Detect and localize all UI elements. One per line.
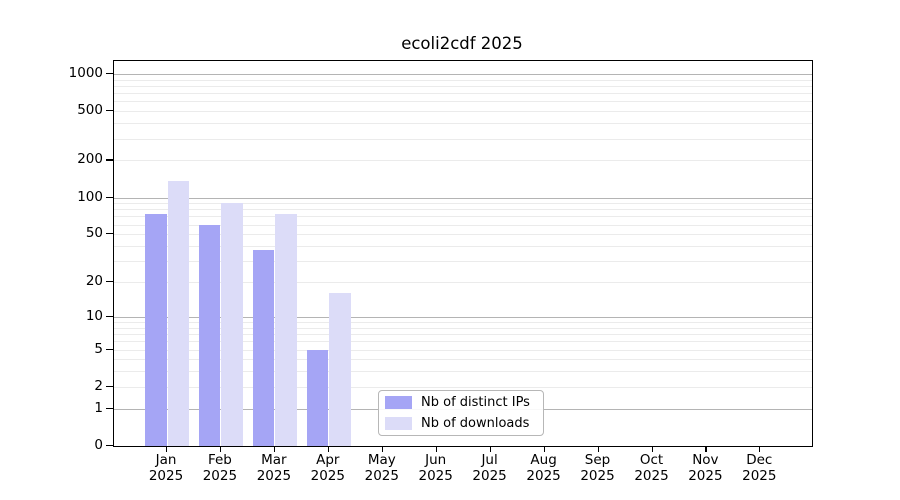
bar-distinct-ips-feb bbox=[198, 224, 221, 446]
major-gridline-1000 bbox=[114, 73, 812, 75]
y-tick-200 bbox=[106, 159, 113, 161]
minor-gridline-40 bbox=[114, 246, 812, 247]
y-tick-label-1: 1 bbox=[94, 399, 103, 416]
major-gridline-10 bbox=[114, 316, 812, 318]
minor-gridline-6 bbox=[114, 341, 812, 343]
x-tick-jul bbox=[489, 446, 491, 452]
minor-gridline-8 bbox=[114, 327, 812, 329]
x-tick-label-feb: Feb 2025 bbox=[202, 452, 238, 484]
minor-gridline-5 bbox=[114, 349, 812, 351]
bar-downloads-feb bbox=[221, 202, 243, 446]
y-tick-1 bbox=[106, 407, 113, 409]
minor-gridline-20 bbox=[114, 282, 812, 283]
x-tick-label-oct: Oct 2025 bbox=[634, 452, 669, 484]
x-tick-label-jan: Jan 2025 bbox=[148, 452, 184, 484]
bar-downloads-jan bbox=[167, 180, 189, 446]
x-tick-jan bbox=[166, 446, 168, 452]
legend-label-distinct-ips: Nb of distinct IPs bbox=[421, 395, 530, 410]
y-tick-label-500: 500 bbox=[77, 102, 103, 119]
x-tick-may bbox=[381, 446, 383, 452]
x-tick-label-aug: Aug 2025 bbox=[526, 452, 561, 484]
x-tick-label-may: May 2025 bbox=[364, 452, 399, 484]
minor-gridline-9 bbox=[114, 322, 812, 323]
minor-gridline-600 bbox=[114, 101, 812, 103]
plot-area: Nb of distinct IPs Nb of downloads bbox=[113, 60, 813, 447]
y-tick-label-50: 50 bbox=[85, 225, 103, 242]
legend-item-distinct-ips: Nb of distinct IPs bbox=[385, 395, 537, 410]
minor-gridline-7 bbox=[114, 334, 812, 335]
y-tick-500 bbox=[106, 110, 113, 112]
minor-gridline-30 bbox=[114, 261, 812, 263]
x-tick-feb bbox=[219, 446, 222, 452]
y-tick-label-20: 20 bbox=[85, 273, 103, 289]
legend: Nb of distinct IPs Nb of downloads bbox=[378, 390, 544, 436]
minor-gridline-800 bbox=[114, 85, 812, 87]
major-gridline-100 bbox=[114, 197, 812, 199]
y-tick-10 bbox=[106, 315, 113, 318]
bar-downloads-apr bbox=[329, 293, 351, 446]
y-tick-label-1000: 1000 bbox=[68, 64, 103, 81]
legend-label-downloads: Nb of downloads bbox=[421, 416, 530, 431]
x-tick-aug bbox=[543, 446, 545, 452]
y-tick-label-0: 0 bbox=[94, 437, 103, 453]
x-tick-sep bbox=[597, 446, 599, 452]
minor-gridline-300 bbox=[114, 138, 812, 140]
y-tick-20 bbox=[106, 281, 113, 283]
x-tick-oct bbox=[651, 446, 653, 452]
x-tick-label-jun: Jun 2025 bbox=[418, 452, 453, 484]
minor-gridline-3 bbox=[114, 371, 812, 373]
x-tick-label-dec: Dec 2025 bbox=[742, 452, 777, 484]
minor-gridline-900 bbox=[114, 79, 812, 81]
x-tick-nov bbox=[705, 446, 707, 452]
y-tick-5 bbox=[106, 348, 113, 350]
x-tick-dec bbox=[759, 446, 761, 452]
minor-gridline-2 bbox=[114, 386, 812, 388]
y-tick-label-100: 100 bbox=[77, 188, 103, 205]
y-tick-2 bbox=[106, 385, 113, 387]
x-tick-label-mar: Mar 2025 bbox=[256, 452, 292, 484]
minor-gridline-500 bbox=[114, 111, 812, 113]
minor-gridline-70 bbox=[114, 216, 812, 218]
bar-distinct-ips-jan bbox=[145, 214, 167, 446]
minor-gridline-90 bbox=[114, 203, 812, 205]
minor-gridline-60 bbox=[114, 224, 812, 226]
minor-gridline-50 bbox=[114, 234, 812, 236]
y-tick-label-5: 5 bbox=[94, 340, 103, 357]
legend-item-downloads: Nb of downloads bbox=[385, 416, 537, 431]
minor-gridline-700 bbox=[114, 93, 812, 95]
x-tick-jun bbox=[435, 446, 437, 452]
y-tick-label-200: 200 bbox=[77, 151, 103, 168]
y-tick-1000 bbox=[106, 72, 113, 75]
x-tick-label-sep: Sep 2025 bbox=[580, 452, 615, 484]
y-tick-100 bbox=[106, 196, 113, 198]
y-tick-0 bbox=[106, 445, 113, 447]
x-tick-label-nov: Nov 2025 bbox=[688, 452, 723, 484]
legend-swatch-distinct-ips bbox=[385, 396, 412, 409]
x-tick-mar bbox=[273, 446, 276, 452]
bar-distinct-ips-apr bbox=[306, 349, 329, 446]
minor-gridline-4 bbox=[114, 359, 812, 361]
legend-swatch-downloads bbox=[385, 417, 412, 430]
bar-downloads-mar bbox=[275, 214, 297, 446]
x-tick-label-jul: Jul 2025 bbox=[472, 452, 507, 484]
y-tick-label-2: 2 bbox=[94, 377, 103, 394]
x-tick-apr bbox=[327, 446, 329, 452]
x-tick-label-apr: Apr 2025 bbox=[310, 452, 345, 484]
bar-distinct-ips-mar bbox=[252, 250, 275, 446]
minor-gridline-80 bbox=[114, 209, 812, 211]
minor-gridline-200 bbox=[114, 160, 812, 162]
minor-gridline-400 bbox=[114, 123, 812, 125]
y-tick-50 bbox=[106, 233, 113, 235]
chart-title: ecoli2cdf 2025 bbox=[401, 34, 523, 53]
y-tick-label-10: 10 bbox=[85, 307, 103, 324]
